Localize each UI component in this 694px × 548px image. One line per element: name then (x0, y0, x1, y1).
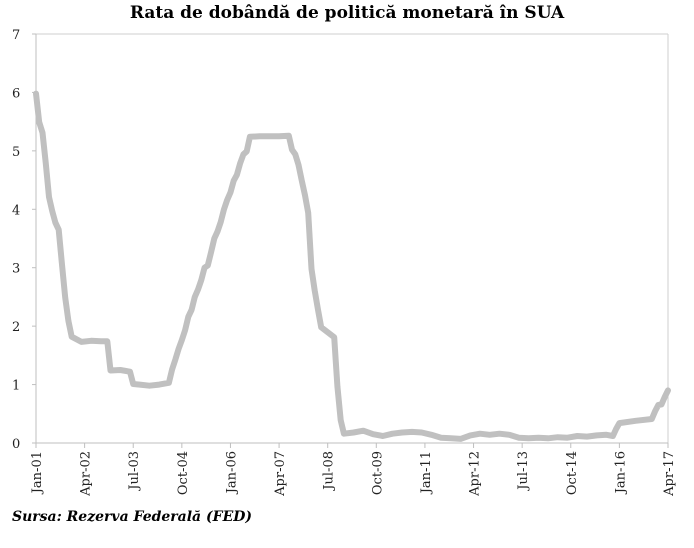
x-tick-label: Oct-09 (370, 451, 385, 495)
chart-title: Rata de dobândă de politică monetară în … (129, 3, 565, 23)
x-tick-label: Apr-17 (662, 451, 677, 497)
x-tick-label: Oct-14 (565, 451, 580, 495)
y-tick-label: 5 (12, 145, 20, 160)
x-tick-label: Jan-11 (419, 451, 434, 495)
x-tick-label: Jul-08 (322, 451, 337, 492)
x-tick-label: Jul-03 (127, 451, 142, 492)
x-tick-label: Jul-13 (516, 451, 531, 492)
x-tick-label: Apr-07 (273, 451, 288, 497)
y-tick-label: 2 (12, 320, 20, 335)
source-note: Sursa: Rezerva Federală (FED) (12, 509, 253, 525)
y-axis: 0 1 2 3 4 5 6 7 (12, 28, 36, 452)
x-tick-label: Apr-02 (79, 451, 94, 497)
x-tick-label: Jan-01 (30, 451, 45, 495)
y-tick-label: 3 (12, 262, 20, 277)
y-tick-label: 4 (12, 203, 20, 218)
y-tick-label: 6 (12, 86, 20, 101)
x-tick-label: Oct-04 (176, 451, 191, 495)
x-tick-label: Apr-12 (468, 451, 483, 497)
y-tick-label: 0 (12, 437, 20, 452)
y-tick-label: 7 (12, 28, 20, 43)
series-layer (33, 90, 671, 442)
series-line-1 (33, 90, 671, 442)
x-tick-label: Jan-16 (613, 451, 628, 495)
x-tick-label: Jan-06 (224, 451, 239, 495)
y-tick-label: 1 (12, 379, 20, 394)
x-axis: Jan-01 Apr-02 Jul-03 Oct-04 Jan-06 Apr-07 Jul-… (30, 443, 677, 497)
